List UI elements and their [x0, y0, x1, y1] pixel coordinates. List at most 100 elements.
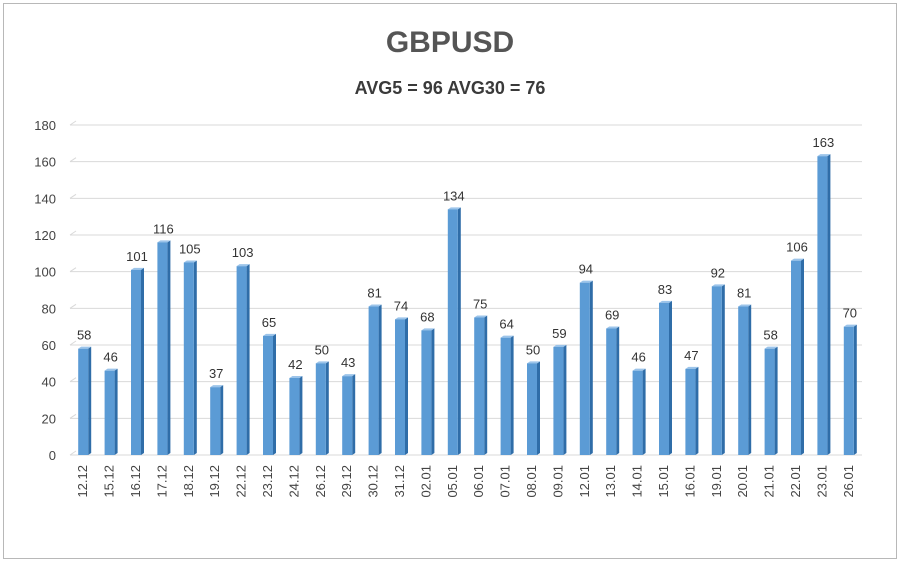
bar — [474, 317, 485, 455]
bar — [791, 260, 801, 455]
x-tick-label: 09.01 — [550, 465, 565, 498]
data-label: 74 — [394, 298, 408, 313]
data-label: 163 — [813, 135, 835, 150]
bar — [157, 242, 168, 455]
x-tick-label: 30.12 — [366, 465, 381, 498]
bar-top — [289, 376, 303, 378]
bar-top — [183, 260, 197, 263]
y-tick-label: 100 — [34, 265, 56, 280]
bar-top — [474, 315, 488, 318]
y-tick-label: 80 — [42, 301, 56, 316]
bar — [500, 337, 511, 455]
gridline-depth — [69, 413, 77, 419]
bar-top — [791, 258, 804, 261]
bar-side — [669, 300, 672, 455]
x-tick-label: 23.01 — [814, 465, 829, 498]
x-tick-label: 31.12 — [392, 465, 407, 498]
bar — [553, 346, 564, 455]
bar-top — [553, 344, 567, 347]
bar-side — [774, 346, 778, 455]
bar-top — [632, 368, 646, 371]
data-label: 105 — [179, 242, 201, 257]
bar-side — [457, 207, 461, 455]
data-label: 68 — [420, 309, 434, 324]
bar — [632, 370, 643, 455]
data-label: 46 — [631, 350, 645, 365]
bar — [183, 262, 194, 455]
x-tick-label: 26.12 — [313, 465, 328, 498]
data-label: 81 — [367, 286, 381, 301]
bar-side — [114, 368, 118, 455]
y-tick-label: 60 — [42, 338, 56, 353]
bar-side — [589, 280, 593, 455]
bar — [606, 328, 617, 455]
bar-top — [447, 207, 461, 210]
x-tick-label: 16.01 — [682, 465, 697, 498]
x-tick-label: 26.01 — [841, 465, 856, 498]
bar-side — [352, 374, 356, 455]
bar — [78, 348, 89, 455]
bar — [685, 368, 696, 455]
bar — [395, 319, 405, 455]
gridline-depth — [69, 340, 77, 346]
data-label: 83 — [658, 282, 672, 297]
bar-top — [527, 361, 540, 364]
bar-side — [378, 304, 382, 455]
bar-side — [510, 335, 514, 455]
data-label: 70 — [843, 306, 857, 321]
x-tick-label: 15.01 — [656, 465, 671, 498]
bar-side — [141, 267, 144, 455]
data-label: 42 — [288, 357, 302, 372]
x-tick-label: 19.12 — [207, 465, 222, 498]
bar-top — [131, 267, 144, 270]
bar — [210, 387, 221, 455]
chart-subtitle: AVG5 = 96 AVG30 = 76 — [354, 78, 546, 98]
bar-top — [421, 328, 435, 331]
x-tick-label: 21.01 — [762, 465, 777, 498]
bar-side — [88, 346, 92, 455]
bar — [817, 156, 828, 455]
x-tick-label: 22.12 — [234, 465, 249, 498]
bar-top — [659, 300, 672, 303]
bar-top — [843, 324, 857, 327]
bar-side — [695, 366, 699, 455]
bar-top — [711, 284, 725, 287]
bar-top — [342, 374, 356, 377]
y-tick-label: 40 — [42, 375, 56, 390]
data-label: 101 — [126, 249, 148, 264]
x-tick-label: 12.12 — [75, 465, 90, 498]
x-tick-label: 18.12 — [181, 465, 196, 498]
data-label: 94 — [579, 262, 593, 277]
data-label: 69 — [605, 308, 619, 323]
data-label: 64 — [499, 317, 513, 332]
data-label: 134 — [443, 188, 465, 203]
bar-top — [210, 385, 224, 388]
gridline-depth — [69, 450, 77, 456]
data-label: 81 — [737, 286, 751, 301]
bar-top — [157, 240, 171, 243]
y-tick-label: 140 — [34, 191, 56, 206]
bar-side — [853, 324, 857, 455]
bar-top — [579, 280, 593, 283]
bar — [342, 376, 353, 455]
x-tick-label: 13.01 — [603, 465, 618, 498]
bar-top — [236, 264, 250, 267]
x-tick-label: 05.01 — [445, 465, 460, 498]
data-label: 116 — [153, 221, 174, 236]
bar-side — [246, 264, 250, 455]
x-tick-label: 17.12 — [154, 465, 169, 498]
bar-side — [405, 317, 408, 455]
gridline-depth — [69, 377, 77, 383]
x-tick-label: 20.01 — [735, 465, 750, 498]
data-label: 92 — [711, 265, 725, 280]
data-label: 106 — [786, 240, 808, 255]
bar-top — [738, 304, 752, 307]
bar-top — [315, 361, 329, 364]
bar-top — [817, 154, 831, 157]
bar-side — [721, 284, 725, 455]
bar-side — [827, 154, 831, 455]
bar — [104, 370, 115, 455]
data-label: 46 — [103, 350, 117, 365]
data-label: 50 — [526, 342, 540, 357]
